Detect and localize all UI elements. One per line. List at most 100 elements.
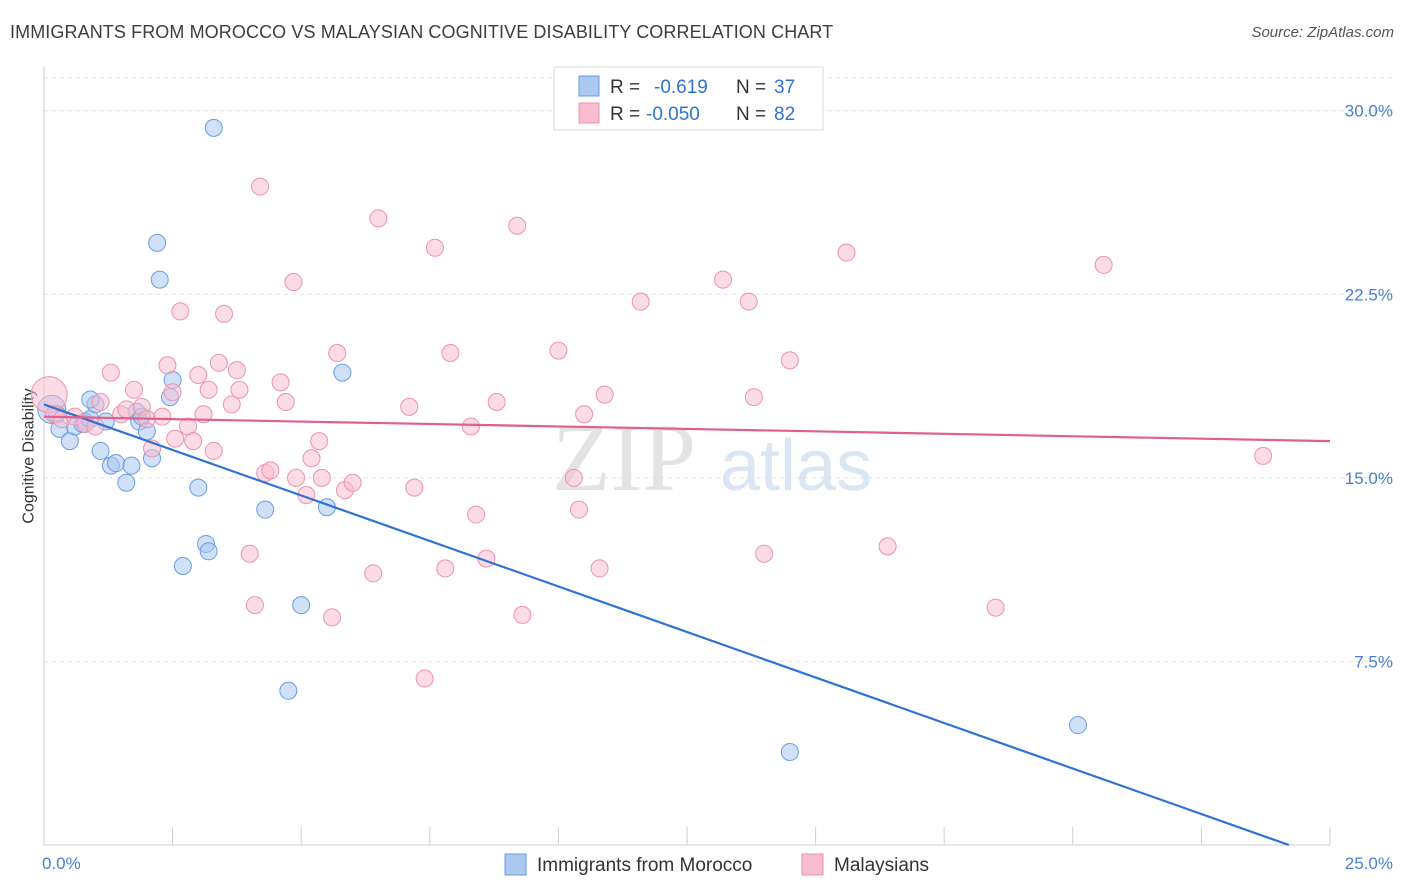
malaysian-point-40 bbox=[302, 449, 321, 468]
top-legend: R = -0.619 N = 37 R = -0.050 N = 82 bbox=[553, 66, 824, 131]
malaysian-point-32 bbox=[251, 177, 270, 196]
morocco-point-22 bbox=[150, 270, 169, 289]
morocco-point-35 bbox=[780, 742, 799, 761]
gridlines bbox=[44, 77, 1392, 662]
malaysian-point-68 bbox=[714, 270, 733, 289]
malaysian-point-37 bbox=[284, 273, 303, 292]
bottom-legend-label-morocco: Immigrants from Morocco bbox=[537, 855, 752, 876]
legend-swatch-pink bbox=[578, 102, 600, 124]
watermark-atlas: atlas bbox=[720, 426, 872, 506]
malaysian-point-9 bbox=[117, 400, 136, 419]
malaysian-point-28 bbox=[227, 361, 246, 380]
malaysian-point-53 bbox=[436, 559, 455, 578]
malaysian-point-65 bbox=[590, 559, 609, 578]
y-tick-label-2: 22.5% bbox=[1345, 285, 1393, 304]
bottom-legend-swatch-blue bbox=[504, 853, 527, 876]
morocco-point-32 bbox=[292, 596, 311, 615]
axes bbox=[43, 66, 1331, 846]
malaysian-point-77 bbox=[1254, 446, 1273, 465]
malaysian-point-64 bbox=[575, 405, 594, 424]
malaysian-point-49 bbox=[400, 397, 419, 416]
malaysian-point-62 bbox=[564, 468, 583, 487]
malaysian-point-20 bbox=[184, 432, 203, 451]
x-tick-label-right: 25.0% bbox=[1345, 854, 1393, 873]
malaysian-point-51 bbox=[415, 669, 434, 688]
legend-n-value-2: 82 bbox=[774, 104, 795, 125]
malaysian-point-21 bbox=[189, 366, 208, 385]
morocco-point-29 bbox=[204, 118, 223, 137]
malaysian-point-16 bbox=[163, 383, 182, 402]
malaysian-point-25 bbox=[209, 353, 228, 372]
bottom-legend-label-malaysians: Malaysians bbox=[834, 855, 929, 876]
malaysian-point-73 bbox=[837, 243, 856, 262]
malaysian-point-48 bbox=[369, 209, 388, 228]
malaysian-point-75 bbox=[986, 598, 1005, 617]
malaysian-point-29 bbox=[230, 380, 249, 399]
malaysian-point-44 bbox=[328, 344, 347, 363]
legend-n-value-1: 37 bbox=[774, 77, 795, 98]
malaysian-point-26 bbox=[215, 304, 234, 323]
malaysian-point-70 bbox=[744, 388, 763, 407]
malaysian-point-66 bbox=[595, 385, 614, 404]
watermark-zip: ZIP bbox=[552, 404, 696, 511]
malaysian-point-52 bbox=[425, 238, 444, 257]
bottom-legend: Immigrants from Morocco Malaysians bbox=[504, 853, 929, 876]
legend-n-label-1: N = bbox=[736, 77, 766, 98]
malaysian-point-10 bbox=[125, 380, 144, 399]
morocco-point-28 bbox=[199, 542, 218, 561]
malaysian-point-63 bbox=[569, 500, 588, 519]
morocco-point-34 bbox=[333, 363, 352, 382]
malaysian-point-54 bbox=[441, 344, 460, 363]
chart-title: IMMIGRANTS FROM MOROCCO VS MALAYSIAN COG… bbox=[10, 22, 834, 42]
malaysian-point-23 bbox=[199, 380, 218, 399]
morocco-trend-line bbox=[43, 403, 1290, 847]
morocco-point-21 bbox=[148, 233, 167, 252]
x-tick-label-left: 0.0% bbox=[42, 854, 81, 873]
malaysian-point-76 bbox=[1094, 255, 1113, 274]
trend-lines bbox=[43, 403, 1331, 847]
legend-r-value-2: -0.050 bbox=[646, 104, 700, 125]
malaysian-point-18 bbox=[171, 302, 190, 321]
malaysian-point-17 bbox=[166, 429, 185, 448]
source-label[interactable]: Source: ZipAtlas.com bbox=[1251, 24, 1394, 41]
malaysian-point-69 bbox=[739, 292, 758, 311]
malaysian-point-14 bbox=[153, 407, 172, 426]
morocco-point-13 bbox=[107, 454, 126, 473]
malaysian-point-56 bbox=[467, 505, 486, 524]
malaysian-point-35 bbox=[271, 373, 290, 392]
y-tick-label-3: 30.0% bbox=[1345, 102, 1393, 121]
malaysian-point-22 bbox=[194, 405, 213, 424]
malaysian-point-38 bbox=[287, 468, 306, 487]
legend-swatch-blue bbox=[578, 75, 600, 97]
malaysian-point-67 bbox=[631, 292, 650, 311]
malaysian-trend-line bbox=[43, 415, 1331, 443]
malaysian-point-71 bbox=[755, 544, 774, 563]
y-tick-label-0: 7.5% bbox=[1354, 652, 1393, 671]
malaysian-point-34 bbox=[261, 461, 280, 480]
malaysian-point-58 bbox=[487, 392, 506, 411]
morocco-point-10 bbox=[91, 441, 110, 460]
morocco-point-30 bbox=[256, 500, 275, 519]
legend-r-label-1: R = bbox=[610, 77, 640, 98]
malaysian-point-74 bbox=[878, 537, 897, 556]
series-malaysians-points bbox=[30, 177, 1273, 688]
malaysian-point-24 bbox=[204, 441, 223, 460]
malaysian-point-43 bbox=[323, 608, 342, 627]
morocco-point-26 bbox=[189, 478, 208, 497]
morocco-point-25 bbox=[173, 556, 192, 575]
malaysian-point-72 bbox=[780, 351, 799, 370]
y-tick-label-1: 15.0% bbox=[1345, 469, 1393, 488]
morocco-point-36 bbox=[1068, 716, 1087, 735]
morocco-point-15 bbox=[122, 456, 141, 475]
malaysian-point-60 bbox=[513, 605, 532, 624]
morocco-point-31 bbox=[279, 681, 298, 700]
malaysian-point-47 bbox=[364, 564, 383, 583]
malaysian-point-6 bbox=[91, 392, 110, 411]
legend-r-value-1: -0.619 bbox=[654, 77, 708, 98]
malaysian-point-36 bbox=[276, 392, 295, 411]
malaysian-point-27 bbox=[222, 395, 241, 414]
malaysian-point-50 bbox=[405, 478, 424, 497]
malaysian-point-41 bbox=[310, 432, 329, 451]
malaysian-point-30 bbox=[240, 544, 259, 563]
